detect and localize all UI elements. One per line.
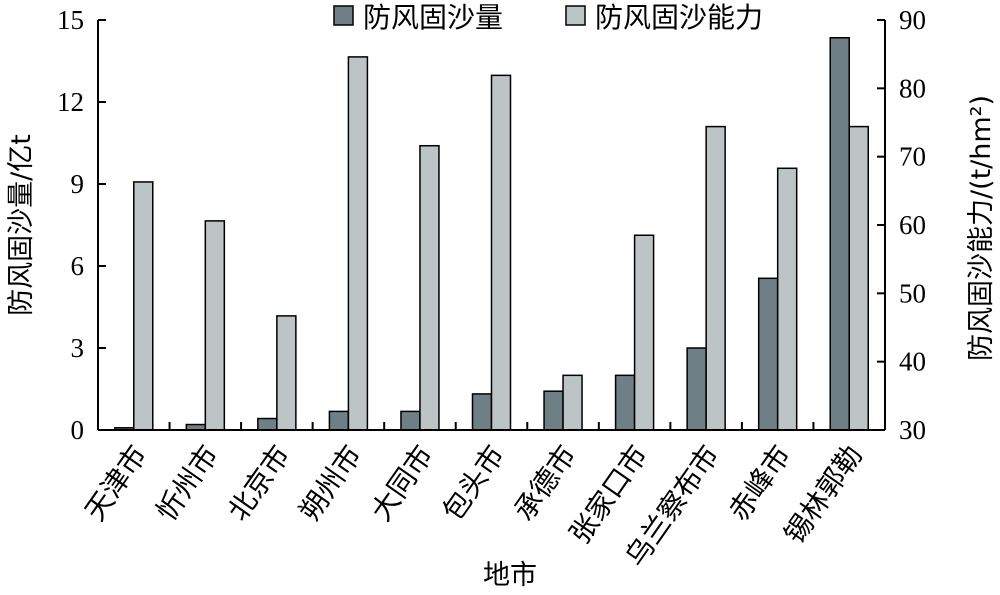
legend: 防风固沙量 防风固沙能力 xyxy=(333,1,763,34)
y-left-tick-label-5: 15 xyxy=(57,5,84,35)
y-left-tick-label-1: 3 xyxy=(71,333,85,363)
x-category-label-2: 北京市 xyxy=(221,439,296,527)
y-left-tick-label-3: 9 xyxy=(71,169,85,199)
legend-swatch-amount xyxy=(333,5,354,26)
bars-group xyxy=(114,37,869,431)
y-left-tick-label-4: 12 xyxy=(57,87,84,117)
y-right-tick-label-0: 30 xyxy=(899,415,926,445)
bar-capacity-3 xyxy=(347,56,369,431)
x-axis-title: 地市 xyxy=(483,560,537,591)
bar-capacity-5 xyxy=(490,74,512,431)
bar-capacity-8 xyxy=(705,125,726,431)
legend-swatch-capacity xyxy=(565,5,586,26)
bar-amount-4 xyxy=(400,410,421,431)
bar-amount-5 xyxy=(471,393,493,431)
x-category-label-4: 大同市 xyxy=(364,439,439,527)
bar-amount-6 xyxy=(543,390,564,431)
bar-capacity-4 xyxy=(419,144,440,431)
bar-amount-9 xyxy=(757,277,779,431)
y-left-tick-label-0: 0 xyxy=(71,415,85,445)
bar-amount-7 xyxy=(614,374,636,431)
bar-amount-2 xyxy=(257,417,278,431)
bar-amount-3 xyxy=(328,410,350,431)
bar-capacity-0 xyxy=(133,181,154,431)
bar-capacity-1 xyxy=(204,220,226,431)
bar-capacity-7 xyxy=(633,234,655,431)
y-right-tick-label-1: 40 xyxy=(899,347,926,377)
x-category-label-6: 承德市 xyxy=(508,439,583,527)
y-right-tick-label-6: 90 xyxy=(899,5,926,35)
bar-amount-10 xyxy=(829,37,850,431)
y-left-tick-label-2: 6 xyxy=(71,251,85,281)
axes-group xyxy=(97,19,886,431)
y-right-tick-label-4: 70 xyxy=(899,142,926,172)
bar-capacity-10 xyxy=(848,125,869,431)
y-right-tick-label-2: 50 xyxy=(899,278,926,308)
x-category-label-1: 忻州市 xyxy=(150,439,225,527)
y-right-tick-label-5: 80 xyxy=(899,73,926,103)
legend-label-amount: 防风固沙量 xyxy=(363,1,503,34)
bar-capacity-9 xyxy=(776,167,798,431)
bar-amount-8 xyxy=(686,347,707,431)
y-axis-left-title: 防风固沙量/亿t xyxy=(6,134,37,316)
x-category-label-3: 朔州市 xyxy=(293,439,368,527)
bar-capacity-6 xyxy=(562,374,583,431)
y-axis-right-title: 防风固沙能力/(t/hm²) xyxy=(966,95,997,361)
bar-capacity-2 xyxy=(276,315,297,431)
y-right-tick-label-3: 60 xyxy=(899,210,926,240)
legend-label-capacity: 防风固沙能力 xyxy=(595,1,763,34)
x-category-label-9: 赤峰市 xyxy=(722,439,797,527)
x-category-label-0: 天津市 xyxy=(78,439,153,527)
x-category-label-5: 包头市 xyxy=(436,439,511,527)
